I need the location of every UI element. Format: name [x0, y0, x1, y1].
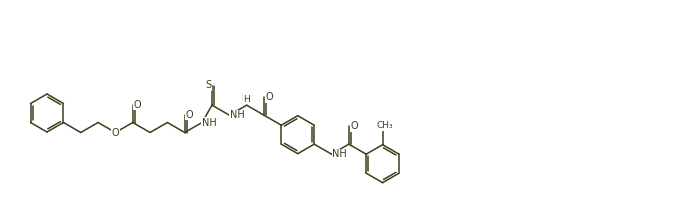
Text: CH₃: CH₃ [376, 121, 393, 130]
Text: O: O [186, 110, 194, 120]
Text: NH: NH [201, 117, 217, 127]
Text: S: S [205, 80, 211, 90]
Text: H: H [241, 94, 248, 103]
Text: O: O [265, 92, 273, 102]
Text: H: H [243, 95, 250, 104]
Text: NH: NH [332, 149, 347, 159]
Text: O: O [350, 121, 358, 131]
Text: NH: NH [230, 110, 245, 120]
Text: O: O [134, 99, 142, 110]
Text: O: O [112, 127, 120, 138]
